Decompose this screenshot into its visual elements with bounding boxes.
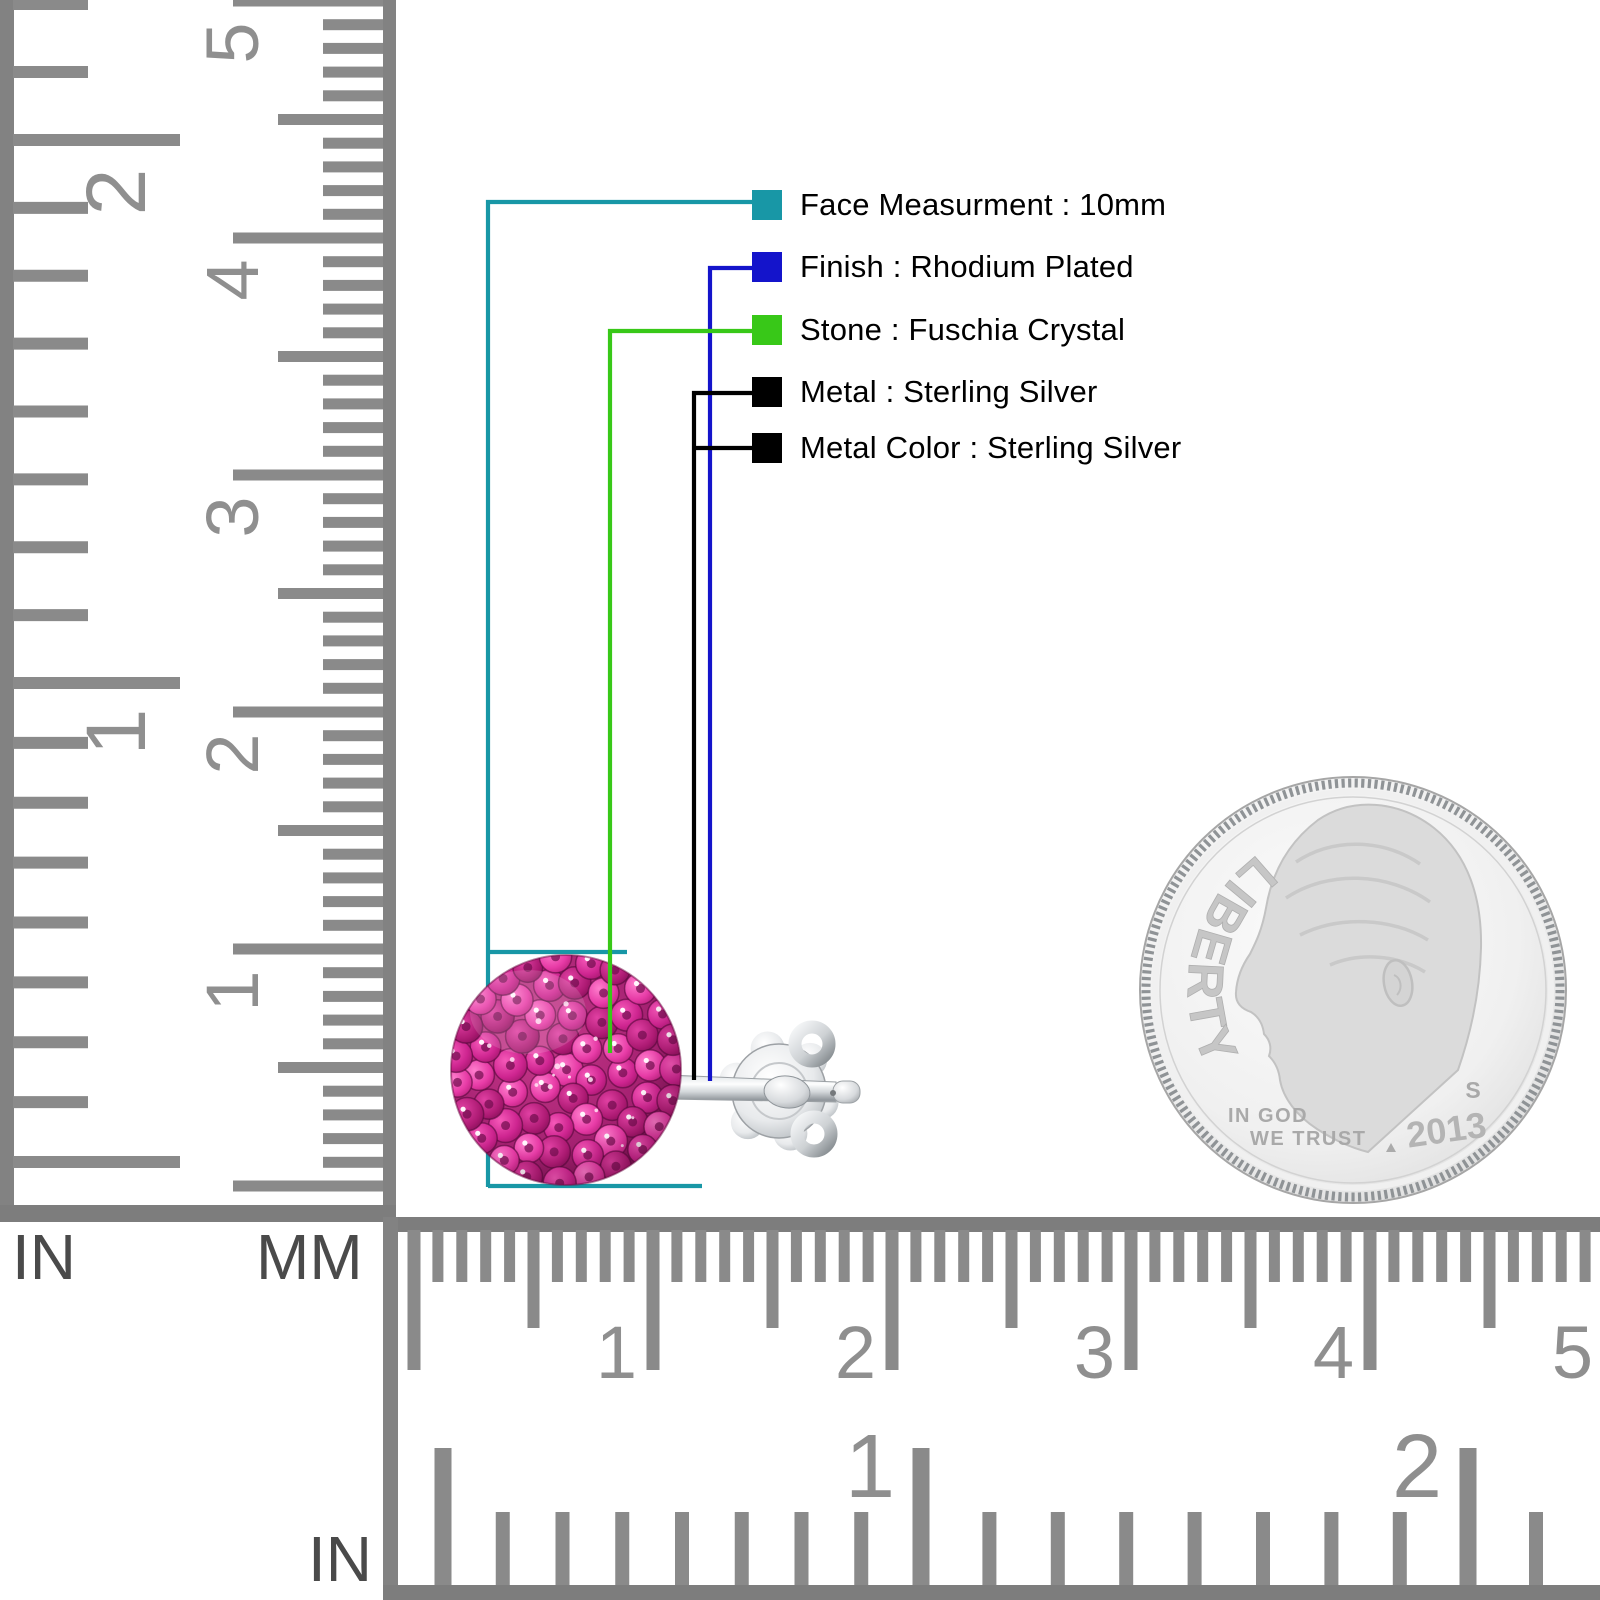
bottom-ruler-numbers: 1 2 3 4 5 1 2 xyxy=(596,1311,1593,1517)
metal-callout-line xyxy=(691,390,752,1080)
bottom-ruler-mm-number: 4 xyxy=(1313,1311,1354,1394)
dime-coin: LIBERTY IN GOD WE TRUST S 2013 xyxy=(1139,776,1567,1204)
face-measurement-callout-line xyxy=(485,199,752,1187)
bottom-ruler-mm-number: 5 xyxy=(1552,1311,1593,1394)
designer-initials-mark xyxy=(1386,1143,1396,1152)
vertical-ruler-mm-unit-label: MM xyxy=(256,1221,363,1293)
vertical-ruler-mm-number: 4 xyxy=(191,259,274,300)
bottom-ruler-bottom-edge xyxy=(383,1585,1600,1600)
bottom-ruler-top-edge xyxy=(383,1217,1600,1232)
portrait-ear xyxy=(1382,958,1414,1008)
callout-lines-behind xyxy=(485,199,752,1189)
portrait-ear-inner xyxy=(1393,974,1402,996)
coin-mint-mark: S xyxy=(1465,1077,1480,1103)
bottom-ruler-inch-number: 2 xyxy=(1392,1417,1442,1517)
butterfly-bottom-wing xyxy=(790,1110,838,1158)
post-end-dot xyxy=(830,1090,836,1096)
vertical-ruler-mm-number: 3 xyxy=(191,496,274,537)
coin-motto-line2: WE TRUST xyxy=(1250,1128,1366,1150)
vertical-ruler-bottom-edge xyxy=(0,1205,396,1222)
vertical-ruler-mm-scale xyxy=(233,0,383,1192)
coin-motto-line1: IN GOD xyxy=(1228,1105,1308,1127)
coin-inner-rim xyxy=(1152,789,1554,1191)
vertical-ruler-mm-number: 2 xyxy=(191,733,274,774)
bottom-ruler-left-edge xyxy=(383,1217,398,1600)
bottom-ruler-mm-scale xyxy=(407,1230,1591,1370)
finish-callout-line xyxy=(707,265,752,1081)
butterfly-top-wing xyxy=(788,1020,836,1068)
bottom-ruler: 1 2 3 4 5 1 2 IN xyxy=(308,1217,1600,1600)
stone-callout-line xyxy=(607,328,752,1053)
vertical-ruler-right-edge xyxy=(383,0,396,1207)
crystal-pave-ball xyxy=(450,954,682,1186)
vertical-ruler-mm-number: 1 xyxy=(191,970,274,1011)
bottom-ruler-mm-number: 1 xyxy=(596,1311,637,1394)
vertical-ruler-mm-number: 5 xyxy=(191,22,274,63)
callout-lines xyxy=(607,265,752,1081)
bottom-ruler-mm-number: 2 xyxy=(835,1311,876,1394)
coin-rim-line xyxy=(1159,796,1547,1184)
bottom-ruler-inch-number: 1 xyxy=(845,1417,895,1517)
vertical-ruler-inch-number: 2 xyxy=(69,169,163,216)
vertical-ruler-left-edge xyxy=(0,0,14,1207)
vertical-ruler-inch-unit-label: IN xyxy=(12,1221,76,1293)
vertical-ruler-inch-number: 1 xyxy=(69,709,163,756)
bottom-ruler-inch-scale xyxy=(434,1448,1543,1585)
bottom-ruler-mm-number: 3 xyxy=(1074,1311,1115,1394)
post-notch-bead xyxy=(763,1075,811,1109)
coin-reeded-edge xyxy=(1141,778,1565,1202)
post-end-cap xyxy=(832,1080,861,1104)
portrait-hair-detail xyxy=(1285,842,1432,974)
bottom-ruler-inch-unit-label: IN xyxy=(308,1523,372,1595)
vertical-ruler-inch-scale xyxy=(13,0,180,1168)
stud-earring xyxy=(450,954,861,1186)
